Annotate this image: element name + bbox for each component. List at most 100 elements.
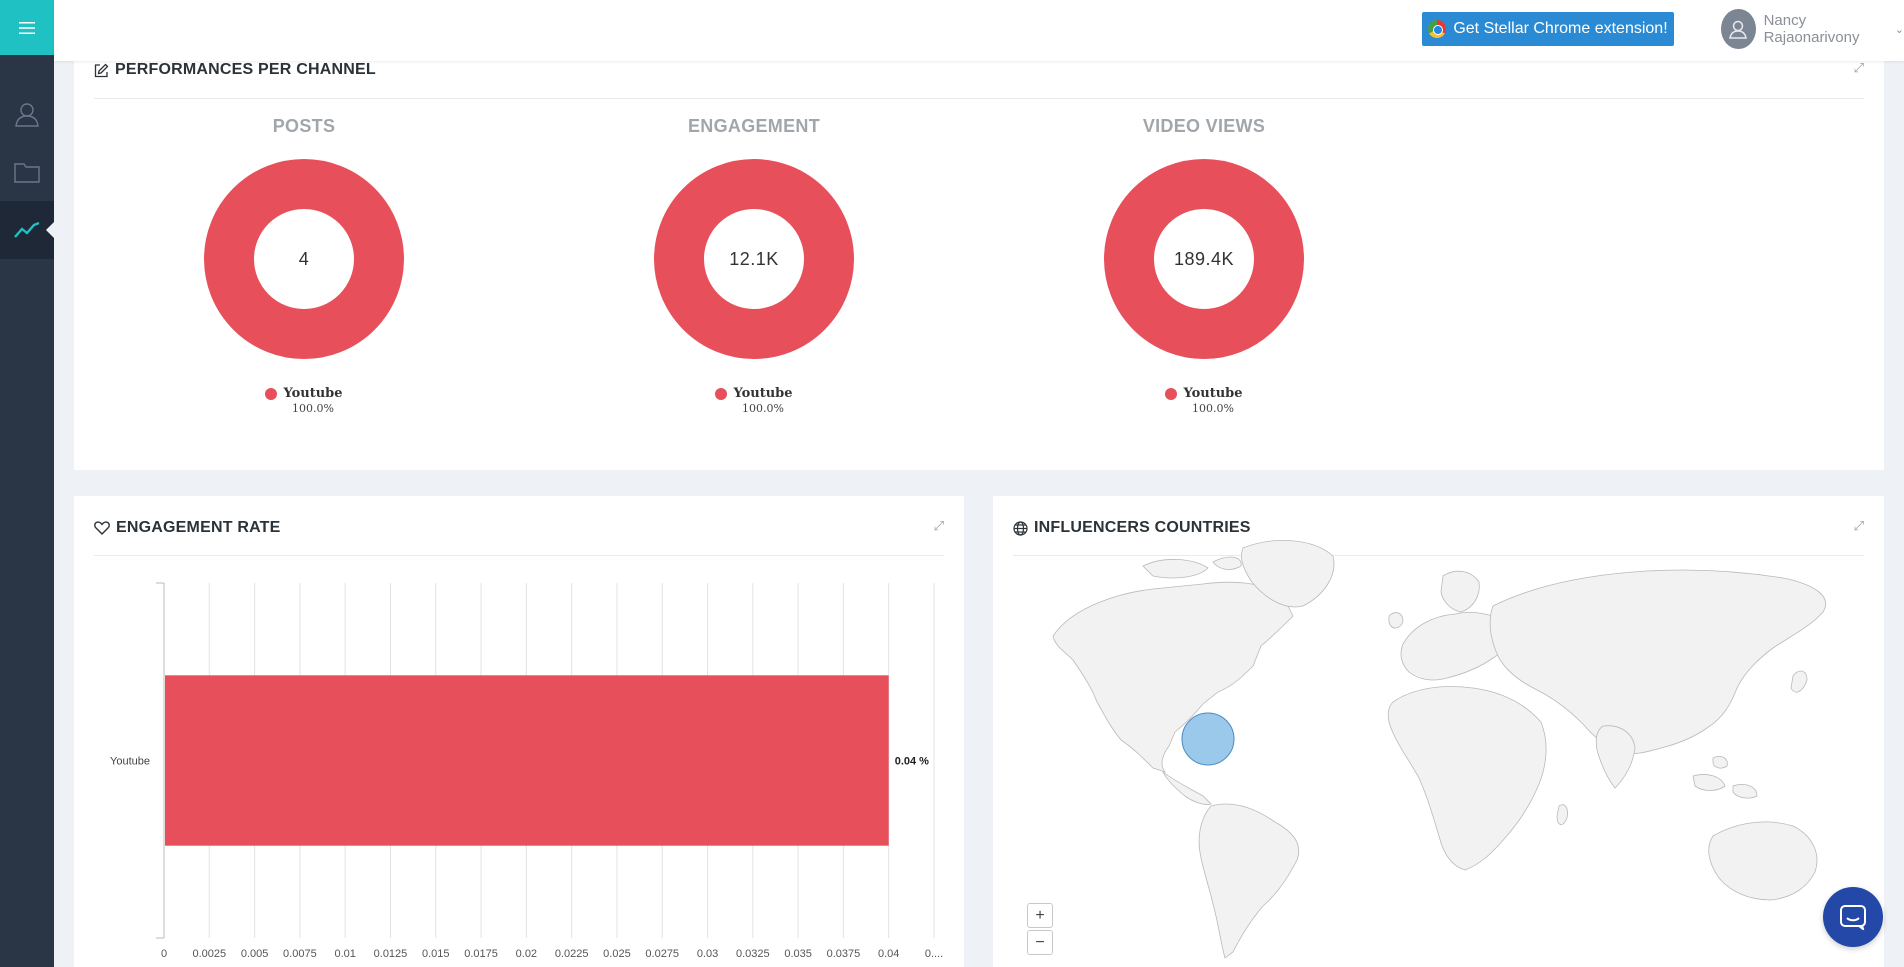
donut-label: VIDEO VIEWS bbox=[1142, 116, 1266, 136]
globe-icon bbox=[1013, 520, 1028, 536]
x-tick-label: 0.035 bbox=[784, 948, 812, 960]
y-category-label: Youtube bbox=[110, 756, 150, 768]
trend-chart-icon bbox=[14, 221, 40, 238]
x-tick-label: 0 bbox=[161, 948, 167, 960]
performances-title: PERFORMANCES PER CHANNEL bbox=[94, 61, 376, 79]
divider bbox=[1013, 555, 1864, 556]
legend-label: Youtube bbox=[283, 386, 343, 401]
donut-svg bbox=[204, 159, 404, 359]
edit-icon bbox=[94, 63, 109, 77]
zoom-out-button[interactable]: − bbox=[1027, 930, 1053, 955]
country-bubble-usa[interactable] bbox=[1181, 712, 1235, 766]
expand-icon[interactable]: ⤢ bbox=[1853, 60, 1864, 75]
x-tick-label: 0.0075 bbox=[283, 948, 317, 960]
legend-item: Youtube bbox=[1165, 386, 1243, 401]
sidebar-item-influencers[interactable] bbox=[0, 85, 54, 143]
world-map[interactable] bbox=[993, 496, 1884, 967]
donut-svg bbox=[1104, 159, 1304, 359]
chrome-extension-label: Get Stellar Chrome extension! bbox=[1453, 20, 1668, 37]
legend-dot bbox=[1165, 387, 1178, 400]
x-tick-label: 0.02 bbox=[516, 948, 537, 960]
hamburger-icon bbox=[19, 21, 35, 34]
engagement-rate-title-text: ENGAGEMENT RATE bbox=[116, 519, 281, 536]
legend-dot bbox=[265, 387, 278, 400]
legend-percent: 100.0% bbox=[742, 402, 784, 415]
donut-label: POSTS bbox=[272, 116, 336, 136]
top-header: Get Stellar Chrome extension! Nancy Raja… bbox=[54, 0, 1904, 61]
chrome-icon bbox=[1428, 20, 1447, 38]
sidebar-item-analytics[interactable] bbox=[0, 201, 54, 259]
x-tick-label: 0.0225 bbox=[555, 948, 589, 960]
donut-slice-youtube[interactable] bbox=[654, 159, 854, 359]
x-tick-label: 0.0275 bbox=[645, 948, 679, 960]
user-menu[interactable]: Nancy Rajaonarivony ⌄ bbox=[1721, 9, 1904, 49]
chat-icon bbox=[1840, 905, 1866, 930]
donut: 4 bbox=[204, 159, 404, 359]
user-icon bbox=[15, 103, 39, 127]
countries-title: INFLUENCERS COUNTRIES bbox=[1013, 519, 1251, 537]
chrome-extension-button[interactable]: Get Stellar Chrome extension! bbox=[1422, 12, 1674, 46]
legend-percent: 100.0% bbox=[292, 402, 334, 415]
folder-icon bbox=[14, 163, 40, 183]
countries-card: INFLUENCERS COUNTRIES ⤢ bbox=[993, 496, 1884, 967]
map-australia bbox=[1708, 821, 1818, 901]
donut-svg bbox=[654, 159, 854, 359]
expand-icon[interactable]: ⤢ bbox=[1853, 518, 1864, 533]
avatar-icon bbox=[1729, 20, 1748, 39]
chat-launcher-button[interactable] bbox=[1823, 887, 1883, 947]
map-asia bbox=[1489, 569, 1826, 755]
x-tick-label: 0.04 bbox=[878, 948, 899, 960]
map-central-america bbox=[1162, 771, 1212, 805]
avatar bbox=[1721, 9, 1756, 49]
divider bbox=[94, 98, 1864, 99]
heart-icon bbox=[94, 521, 110, 535]
donut-legend[interactable]: Youtube 100.0% bbox=[184, 386, 424, 415]
x-tick-label: 0.0125 bbox=[374, 948, 408, 960]
performances-title-text: PERFORMANCES PER CHANNEL bbox=[115, 61, 376, 78]
donut-slice-youtube[interactable] bbox=[204, 159, 404, 359]
sidebar-item-campaigns[interactable] bbox=[0, 143, 54, 201]
donut-chart-engagement: ENGAGEMENT 12.1K Youtube 100.0% bbox=[634, 116, 874, 415]
expand-icon[interactable]: ⤢ bbox=[933, 518, 944, 533]
x-tick-label: 0.005 bbox=[241, 948, 269, 960]
divider bbox=[94, 555, 944, 556]
zoom-in-button[interactable]: + bbox=[1027, 903, 1053, 928]
donut-chart-video-views: VIDEO VIEWS 189.4K Youtube 100.0% bbox=[1084, 116, 1324, 415]
x-tick-label: 0.... bbox=[925, 948, 943, 960]
menu-toggle-button[interactable] bbox=[0, 0, 54, 55]
donut-center-value: 4 bbox=[298, 248, 310, 269]
x-tick-label: 0.015 bbox=[422, 948, 450, 960]
donut-legend[interactable]: Youtube 100.0% bbox=[634, 386, 874, 415]
map-north-america bbox=[1052, 581, 1294, 773]
bar-youtube[interactable] bbox=[165, 675, 889, 846]
map-europe bbox=[1400, 612, 1509, 681]
x-tick-label: 0.01 bbox=[334, 948, 355, 960]
legend-item: Youtube bbox=[715, 386, 793, 401]
legend-label: Youtube bbox=[733, 386, 793, 401]
legend-percent: 100.0% bbox=[1192, 402, 1234, 415]
map-south-america bbox=[1198, 803, 1300, 959]
engagement-rate-card: ENGAGEMENT RATE ⤢ 0 0.0025 0.005 0.0075 0.01… bbox=[74, 496, 964, 967]
countries-title-text: INFLUENCERS COUNTRIES bbox=[1034, 519, 1251, 536]
x-tick-label: 0.025 bbox=[603, 948, 631, 960]
x-tick-label: 0.0375 bbox=[827, 948, 861, 960]
legend-label: Youtube bbox=[1183, 386, 1243, 401]
x-tick-label: 0.0325 bbox=[736, 948, 770, 960]
donut: 189.4K bbox=[1104, 159, 1304, 359]
donut-legend[interactable]: Youtube 100.0% bbox=[1084, 386, 1324, 415]
engagement-rate-title: ENGAGEMENT RATE bbox=[94, 519, 280, 537]
legend-item: Youtube bbox=[265, 386, 343, 401]
donut-slice-youtube[interactable] bbox=[1104, 159, 1304, 359]
map-africa bbox=[1387, 686, 1547, 871]
bar-data-label: 0.04 % bbox=[895, 756, 929, 768]
legend-dot bbox=[715, 387, 728, 400]
user-name: Nancy Rajaonarivony bbox=[1763, 12, 1860, 46]
donut-chart-posts: POSTS 4 Youtube 100.0% bbox=[184, 116, 424, 415]
donut-center-value: 189.4K bbox=[1173, 248, 1235, 269]
x-tick-label: 0.0025 bbox=[192, 948, 226, 960]
chevron-down-icon: ⌄ bbox=[1894, 23, 1904, 36]
performances-card: PERFORMANCES PER CHANNEL ⤢ POSTS 4 Youtube… bbox=[74, 48, 1884, 470]
map-greenland bbox=[1241, 540, 1335, 608]
x-tick-label: 0.0175 bbox=[464, 948, 498, 960]
donut-label: ENGAGEMENT bbox=[687, 116, 820, 136]
